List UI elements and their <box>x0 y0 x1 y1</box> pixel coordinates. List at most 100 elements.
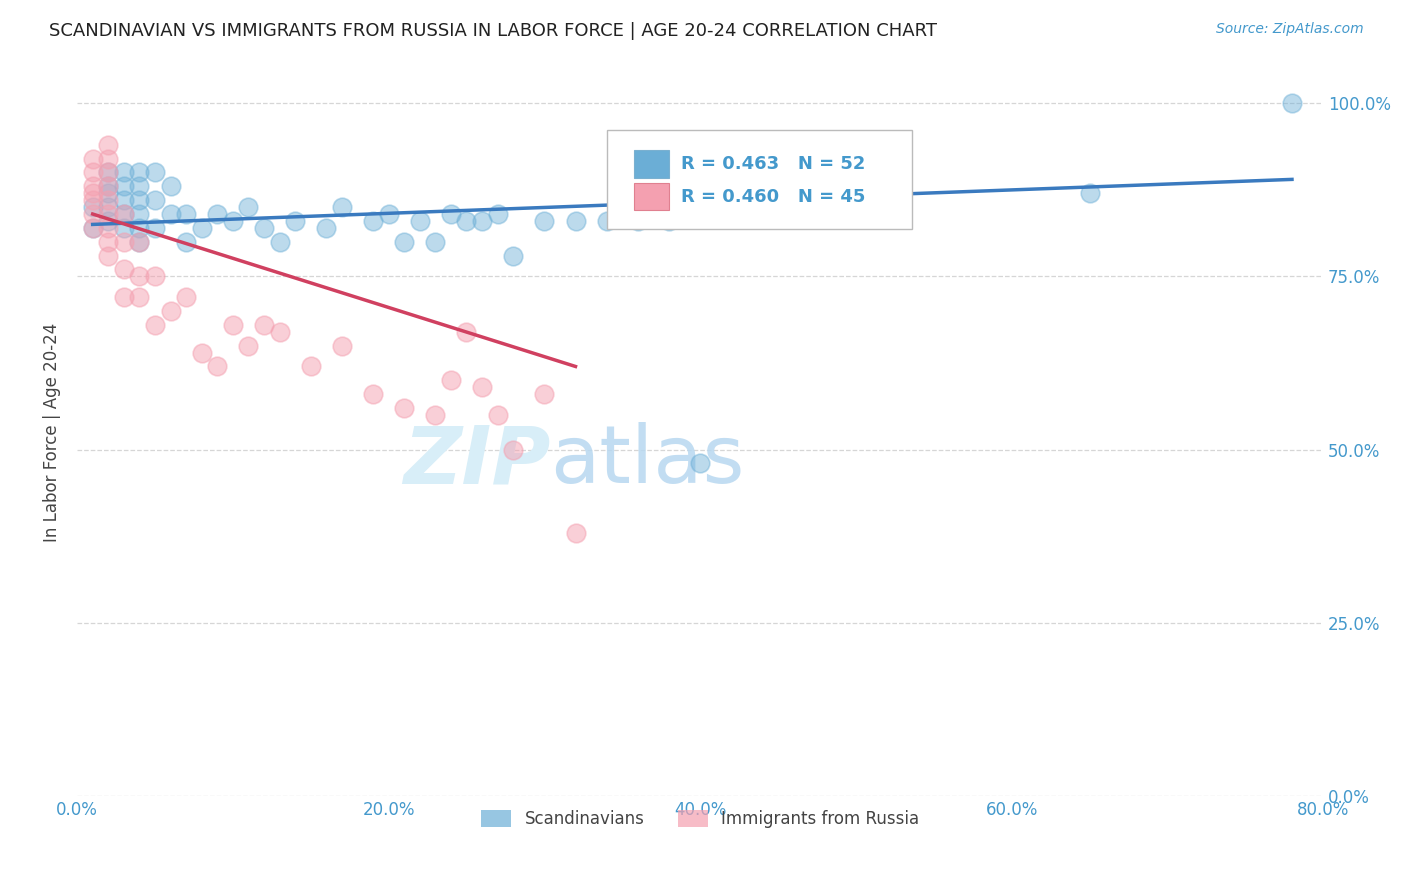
Point <box>128 179 150 194</box>
Point <box>97 165 120 179</box>
Point <box>174 207 197 221</box>
Point <box>82 207 104 221</box>
Point <box>128 165 150 179</box>
Point <box>82 220 104 235</box>
Point <box>143 220 166 235</box>
Point <box>143 318 166 332</box>
Text: Source: ZipAtlas.com: Source: ZipAtlas.com <box>1216 22 1364 37</box>
Point <box>471 214 494 228</box>
Point <box>315 220 337 235</box>
Legend: Scandinavians, Immigrants from Russia: Scandinavians, Immigrants from Russia <box>474 804 925 835</box>
Point <box>82 220 104 235</box>
Point <box>112 179 135 194</box>
Point <box>533 387 555 401</box>
Point <box>97 165 120 179</box>
Point <box>627 214 650 228</box>
Point <box>112 193 135 207</box>
Point <box>128 193 150 207</box>
Point <box>409 214 432 228</box>
Point <box>97 249 120 263</box>
FancyBboxPatch shape <box>634 150 669 178</box>
Point <box>143 269 166 284</box>
Point <box>159 207 181 221</box>
Point <box>1281 96 1303 111</box>
Point <box>456 325 478 339</box>
Text: R = 0.463   N = 52: R = 0.463 N = 52 <box>682 155 866 173</box>
Point <box>112 207 135 221</box>
Point <box>425 235 447 249</box>
Point <box>222 318 245 332</box>
Point <box>190 345 212 359</box>
Point <box>486 408 509 422</box>
Point <box>471 380 494 394</box>
Point <box>82 186 104 201</box>
Y-axis label: In Labor Force | Age 20-24: In Labor Force | Age 20-24 <box>44 323 60 542</box>
Point <box>269 325 291 339</box>
Point <box>128 235 150 249</box>
Point <box>502 249 524 263</box>
Point <box>143 165 166 179</box>
Text: SCANDINAVIAN VS IMMIGRANTS FROM RUSSIA IN LABOR FORCE | AGE 20-24 CORRELATION CH: SCANDINAVIAN VS IMMIGRANTS FROM RUSSIA I… <box>49 22 938 40</box>
Point <box>253 220 276 235</box>
Point <box>128 269 150 284</box>
Point <box>595 214 617 228</box>
Point <box>238 339 260 353</box>
Point <box>190 220 212 235</box>
Point <box>128 207 150 221</box>
Point <box>330 200 353 214</box>
Point <box>97 220 120 235</box>
Point <box>207 359 229 374</box>
Point <box>392 401 415 415</box>
Point <box>82 165 104 179</box>
FancyBboxPatch shape <box>634 183 669 211</box>
Point <box>112 220 135 235</box>
Point <box>97 186 120 201</box>
Point <box>486 207 509 221</box>
Point <box>112 235 135 249</box>
Point <box>128 290 150 304</box>
Point <box>238 200 260 214</box>
Point <box>502 442 524 457</box>
Point <box>361 387 384 401</box>
Point <box>128 235 150 249</box>
Point <box>97 214 120 228</box>
Point <box>533 214 555 228</box>
Point <box>112 165 135 179</box>
Point <box>564 214 586 228</box>
Point <box>361 214 384 228</box>
Text: atlas: atlas <box>551 423 745 500</box>
Point <box>112 262 135 277</box>
Point <box>97 179 120 194</box>
Point <box>269 235 291 249</box>
Point <box>207 207 229 221</box>
Point <box>174 235 197 249</box>
Point <box>564 525 586 540</box>
Point <box>82 152 104 166</box>
Point <box>159 304 181 318</box>
Point <box>299 359 322 374</box>
Point <box>97 207 120 221</box>
Point <box>97 137 120 152</box>
Point <box>689 457 711 471</box>
Point <box>97 193 120 207</box>
Point <box>392 235 415 249</box>
Point <box>377 207 399 221</box>
Point <box>330 339 353 353</box>
Point <box>82 193 104 207</box>
Point <box>658 214 681 228</box>
Point <box>97 200 120 214</box>
FancyBboxPatch shape <box>606 130 912 228</box>
Point <box>97 152 120 166</box>
Point <box>440 373 463 387</box>
Point <box>128 220 150 235</box>
Point <box>284 214 307 228</box>
Point <box>159 179 181 194</box>
Point <box>82 200 104 214</box>
Point <box>425 408 447 422</box>
Point <box>112 207 135 221</box>
Point <box>97 179 120 194</box>
Point <box>1078 186 1101 201</box>
Text: ZIP: ZIP <box>404 423 551 500</box>
Point <box>222 214 245 228</box>
Point <box>253 318 276 332</box>
